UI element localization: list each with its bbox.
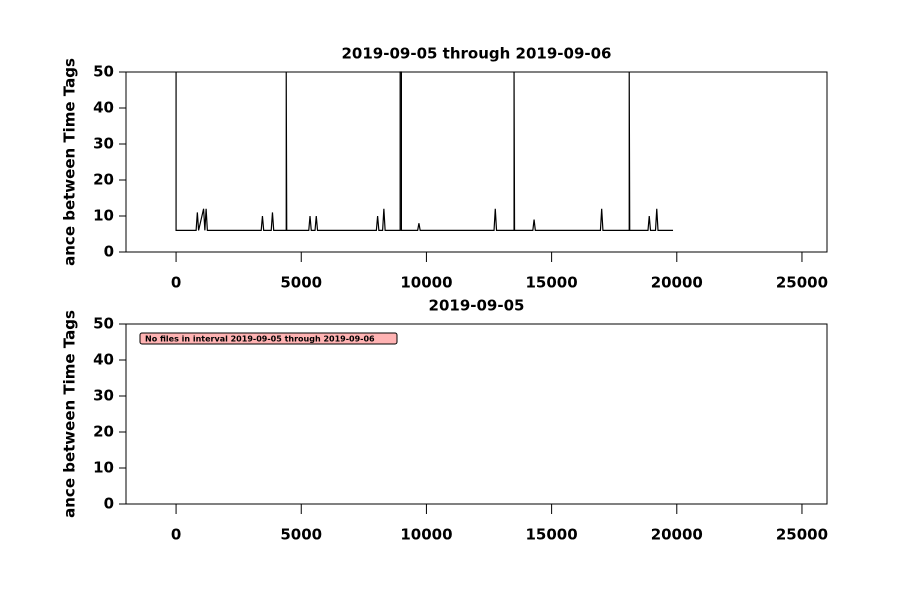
x-tick-label: 15000 — [526, 274, 578, 292]
annotation-text: No files in interval 2019-09-05 through … — [145, 335, 375, 344]
x-tick-label: 15000 — [526, 526, 578, 544]
y-tick-label: 0 — [104, 495, 114, 513]
x-tick-label: 20000 — [651, 274, 703, 292]
y-tick-label: 40 — [93, 351, 114, 369]
y-axis-label: ance between Time Tags — [61, 58, 79, 266]
data-line — [175, 71, 674, 231]
x-tick-label: 0 — [171, 526, 181, 544]
x-tick-label: 5000 — [280, 274, 322, 292]
y-tick-label: 10 — [93, 459, 114, 477]
y-tick-label: 20 — [93, 423, 114, 441]
y-tick-label: 40 — [93, 99, 114, 117]
x-tick-label: 5000 — [280, 526, 322, 544]
x-tick-label: 10000 — [400, 274, 452, 292]
annotation: No files in interval 2019-09-05 through … — [139, 332, 398, 345]
x-tick-label: 25000 — [776, 526, 828, 544]
x-tick-label: 10000 — [400, 526, 452, 544]
y-tick-label: 50 — [93, 63, 114, 81]
x-tick-label: 20000 — [651, 526, 703, 544]
chart-title: 2019-09-05 — [429, 297, 525, 315]
y-tick-label: 20 — [93, 171, 114, 189]
y-tick-label: 30 — [93, 387, 114, 405]
y-axis-label: ance between Time Tags — [61, 310, 79, 518]
y-tick-label: 0 — [104, 243, 114, 261]
y-tick-label: 30 — [93, 135, 114, 153]
plot-frame — [125, 323, 828, 505]
annotation-box — [139, 332, 398, 345]
y-tick-label: 50 — [93, 315, 114, 333]
plot-frame — [125, 71, 828, 253]
x-tick-label: 25000 — [776, 274, 828, 292]
y-tick-label: 10 — [93, 207, 114, 225]
chart-title: 2019-09-05 through 2019-09-06 — [342, 45, 612, 63]
x-tick-label: 0 — [171, 274, 181, 292]
